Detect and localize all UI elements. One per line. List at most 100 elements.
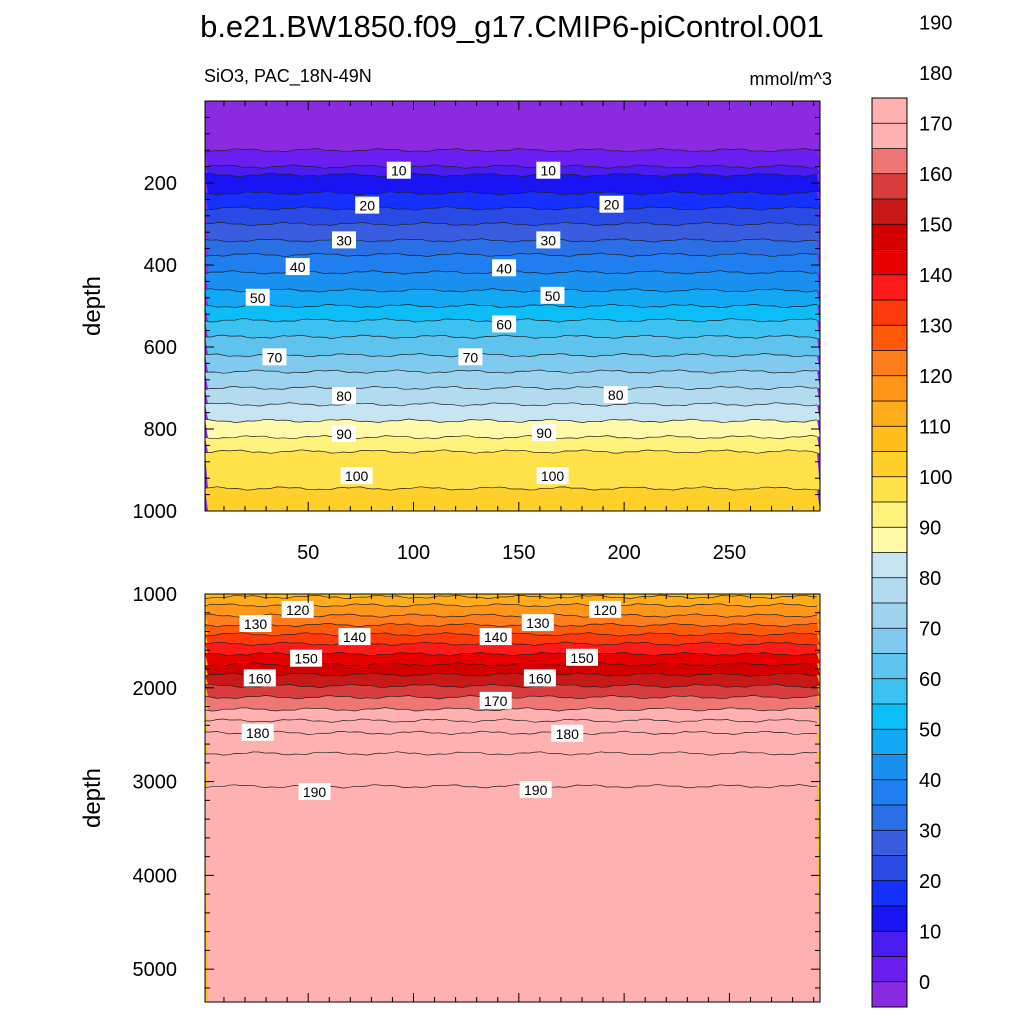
colorbar-swatch <box>872 704 907 730</box>
colorbar-tick-label: 160 <box>919 164 952 186</box>
contour-label-box <box>245 288 270 306</box>
colorbar-tick-label: 0 <box>919 972 930 994</box>
contour-label: 10 <box>541 163 557 179</box>
contour-line <box>204 206 818 211</box>
contour-label-box <box>262 348 287 366</box>
contour-label-box <box>540 286 565 304</box>
panel-variable-label: SiO3, PAC_18N-49N <box>204 66 372 87</box>
contour-band <box>205 270 820 293</box>
contour-label: 20 <box>359 198 375 214</box>
colorbar-swatch <box>872 653 907 680</box>
y-tick-label: 2000 <box>133 678 178 700</box>
contour-label: 100 <box>541 468 565 484</box>
contour-label: 90 <box>536 425 552 441</box>
contour-line <box>205 353 818 358</box>
contour-line <box>204 303 818 309</box>
y-tick-label: 1000 <box>133 584 178 606</box>
contour-label-box <box>566 648 598 666</box>
contour-band <box>205 672 820 688</box>
contour-label: 140 <box>484 629 508 645</box>
y-tick-label: 600 <box>144 337 177 359</box>
contour-label: 70 <box>267 349 283 365</box>
contour-label: 120 <box>286 602 310 618</box>
colorbar-swatch <box>872 502 907 528</box>
contour-band <box>205 386 820 407</box>
contour-band <box>205 449 820 491</box>
y-tick-label: 3000 <box>133 772 178 794</box>
units-label: mmol/m^3 <box>750 69 832 89</box>
colorbar-swatch <box>872 451 907 478</box>
contour-line <box>204 418 818 423</box>
contour-band <box>205 435 820 454</box>
x-tick-label: 150 <box>502 542 535 564</box>
colorbar-swatch <box>872 779 907 806</box>
contour-label-box <box>521 614 554 632</box>
contour-label-box <box>519 781 552 798</box>
colorbar-tick-label: 150 <box>919 214 952 236</box>
contour-label: 80 <box>336 388 352 404</box>
contour-label: 90 <box>336 426 352 442</box>
contour-band <box>205 402 820 423</box>
contour-label: 80 <box>608 387 624 403</box>
contour-label: 40 <box>496 260 512 276</box>
y-axis-label: depth <box>79 768 106 828</box>
colorbar-tick-label: 170 <box>919 113 952 135</box>
contour-label-box <box>536 231 561 249</box>
colorbar-swatch <box>872 375 907 402</box>
contour-label-box <box>536 161 561 179</box>
colorbar-tick-label: 130 <box>919 315 952 337</box>
colorbar-swatch <box>872 931 907 957</box>
contour-band <box>205 304 820 323</box>
contour-label-box <box>551 724 584 742</box>
contour-label: 150 <box>294 651 318 667</box>
colorbar-swatch <box>872 476 907 503</box>
colorbar-swatch <box>872 527 907 553</box>
contour-label: 10 <box>391 163 407 179</box>
colorbar-tick-label: 70 <box>919 618 941 640</box>
colorbar-swatch <box>872 350 907 377</box>
contour-band <box>205 784 820 1002</box>
contour-label-box <box>536 467 569 485</box>
contour-label: 160 <box>248 670 272 686</box>
colorbar-tick-label: 10 <box>919 921 941 943</box>
colorbar-swatch <box>872 300 907 326</box>
colorbar-tick-label: 100 <box>919 467 952 489</box>
y-tick-label: 200 <box>144 173 177 195</box>
contour-band <box>205 652 820 667</box>
colorbar-tick-label: 40 <box>919 770 941 792</box>
contour-band <box>205 238 820 257</box>
colorbar-swatch <box>872 981 907 1008</box>
colorbar-swatch <box>872 249 907 276</box>
contour-line <box>205 730 818 735</box>
colorbar-tick-label: 80 <box>919 568 941 590</box>
contour-line <box>204 486 818 491</box>
contour-label-box <box>599 195 624 213</box>
contour-band <box>205 718 820 735</box>
colorbar-tick-label: 140 <box>919 265 952 287</box>
contour-label: 190 <box>524 782 548 798</box>
contour-label-box <box>285 258 310 276</box>
contour-line <box>204 288 818 293</box>
contour-label-box <box>492 315 517 333</box>
contour-label-box <box>479 628 512 646</box>
x-tick-label: 200 <box>607 542 640 564</box>
contour-band <box>205 222 820 243</box>
contour-label: 130 <box>244 616 268 632</box>
colorbar-swatch <box>872 148 907 175</box>
contour-label-box <box>332 424 356 442</box>
colorbar-swatch <box>872 603 907 629</box>
contour-line <box>204 751 818 756</box>
figure-title: b.e21.BW1850.f09_g17.CMIP6-piControl.001 <box>200 9 824 44</box>
contour-line <box>204 672 818 677</box>
contour-label-box <box>589 600 622 618</box>
contour-line <box>204 435 818 440</box>
contour-label: 70 <box>463 349 479 365</box>
contour-label-box <box>492 259 517 277</box>
contour-line <box>204 164 818 169</box>
colorbar-tick-label: 20 <box>919 871 941 893</box>
colorbar-swatch <box>872 906 907 932</box>
colorbar-swatch <box>872 678 907 705</box>
colorbar-tick-label: 60 <box>919 669 941 691</box>
contour-label: 160 <box>528 670 552 686</box>
